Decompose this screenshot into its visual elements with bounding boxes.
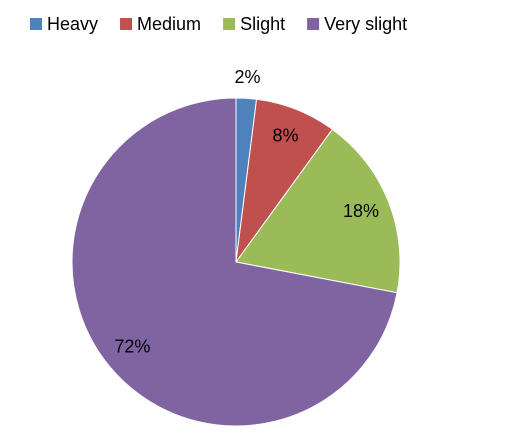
data-label: 18% — [343, 201, 379, 221]
legend-swatch — [30, 18, 42, 30]
legend-swatch — [307, 18, 320, 30]
data-label: 2% — [235, 67, 261, 87]
pie-slice — [235, 128, 401, 294]
legend-swatch — [223, 18, 236, 30]
legend-label: Very slight — [324, 14, 407, 34]
legend-swatch — [120, 18, 133, 30]
data-label: 72% — [114, 336, 150, 356]
legend-label: Slight — [240, 14, 285, 34]
legend-label: Heavy — [47, 14, 98, 34]
pie-slice — [71, 97, 398, 427]
data-label: 8% — [272, 126, 298, 146]
legend-label: Medium — [137, 14, 201, 34]
